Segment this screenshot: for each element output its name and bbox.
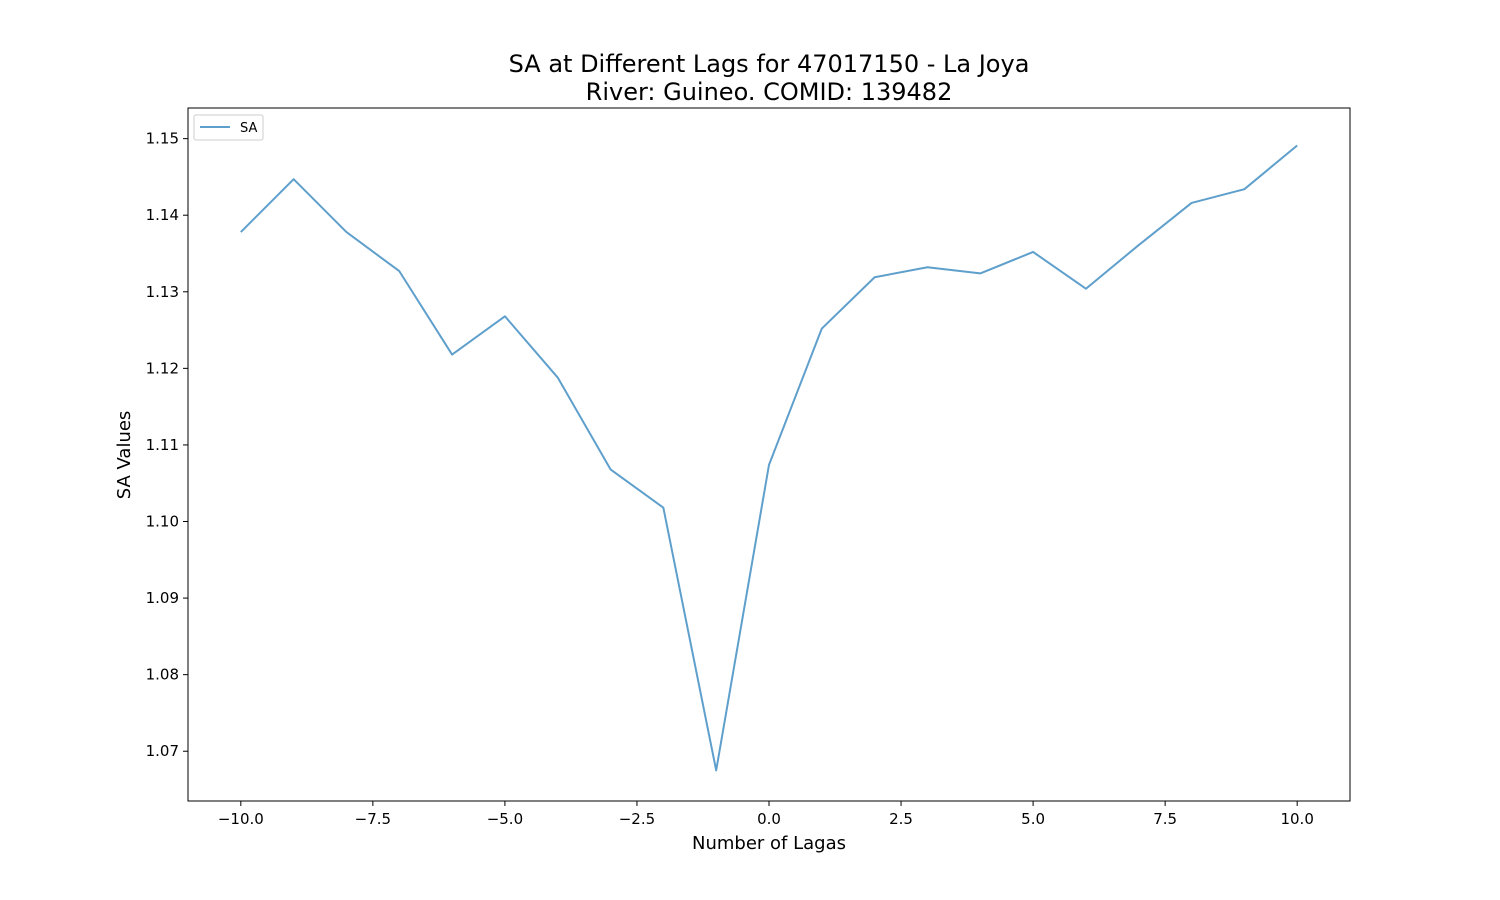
data-point bbox=[555, 375, 560, 380]
y-tick-label: 1.14 bbox=[146, 206, 179, 224]
y-tick-label: 1.09 bbox=[146, 589, 179, 607]
x-tick-label: −2.5 bbox=[619, 810, 655, 828]
data-point bbox=[397, 269, 402, 274]
data-point bbox=[1031, 249, 1036, 254]
data-point bbox=[1083, 286, 1088, 291]
x-tick-label: −10.0 bbox=[218, 810, 264, 828]
y-tick-label: 1.11 bbox=[146, 436, 179, 454]
data-point bbox=[819, 326, 824, 331]
data-point bbox=[767, 462, 772, 467]
data-point bbox=[238, 230, 243, 235]
data-point bbox=[502, 314, 507, 319]
x-tick-label: 5.0 bbox=[1021, 810, 1045, 828]
x-tick-label: −5.0 bbox=[487, 810, 523, 828]
x-tick-label: −7.5 bbox=[355, 810, 391, 828]
y-tick-label: 1.15 bbox=[146, 130, 179, 148]
series-layer bbox=[238, 143, 1300, 773]
data-point bbox=[925, 265, 930, 270]
chart-title-line-1: SA at Different Lags for 47017150 - La J… bbox=[509, 50, 1030, 78]
chart-title-line-2: River: Guineo. COMID: 139482 bbox=[586, 78, 953, 106]
x-tick-label: 7.5 bbox=[1153, 810, 1177, 828]
legend-label-sa: SA bbox=[240, 121, 257, 136]
data-point bbox=[661, 505, 666, 510]
y-axis-ticks: 1.07 1.08 1.09 1.10 1.11 1.12 1.13 1.14 1.15 bbox=[146, 130, 188, 760]
y-axis-label: SA Values bbox=[114, 411, 135, 500]
plot-area bbox=[188, 108, 1350, 801]
data-point bbox=[1189, 200, 1194, 205]
x-tick-label: 0.0 bbox=[757, 810, 781, 828]
data-point bbox=[450, 352, 455, 357]
legend: SA bbox=[193, 114, 264, 141]
y-tick-label: 1.07 bbox=[146, 742, 179, 760]
data-point bbox=[1295, 143, 1300, 148]
data-point bbox=[872, 275, 877, 280]
data-point bbox=[1136, 243, 1141, 248]
x-tick-label: 10.0 bbox=[1280, 810, 1313, 828]
plot-frame bbox=[187, 107, 1351, 802]
y-tick-label: 1.12 bbox=[146, 359, 179, 377]
data-point bbox=[1242, 187, 1247, 192]
data-point bbox=[978, 271, 983, 276]
data-point bbox=[608, 467, 613, 472]
data-point bbox=[344, 230, 349, 235]
x-tick-label: 2.5 bbox=[889, 810, 913, 828]
y-tick-label: 1.08 bbox=[146, 666, 179, 684]
data-point bbox=[714, 768, 719, 773]
data-point bbox=[291, 177, 296, 182]
y-tick-label: 1.13 bbox=[146, 283, 179, 301]
x-axis-ticks: −10.0 −7.5 −5.0 −2.5 0.0 2.5 5.0 7.5 10.0 bbox=[218, 801, 1314, 828]
series-line-sa bbox=[240, 144, 1298, 772]
y-tick-label: 1.10 bbox=[146, 513, 179, 531]
x-axis-label: Number of Lagas bbox=[692, 833, 846, 854]
